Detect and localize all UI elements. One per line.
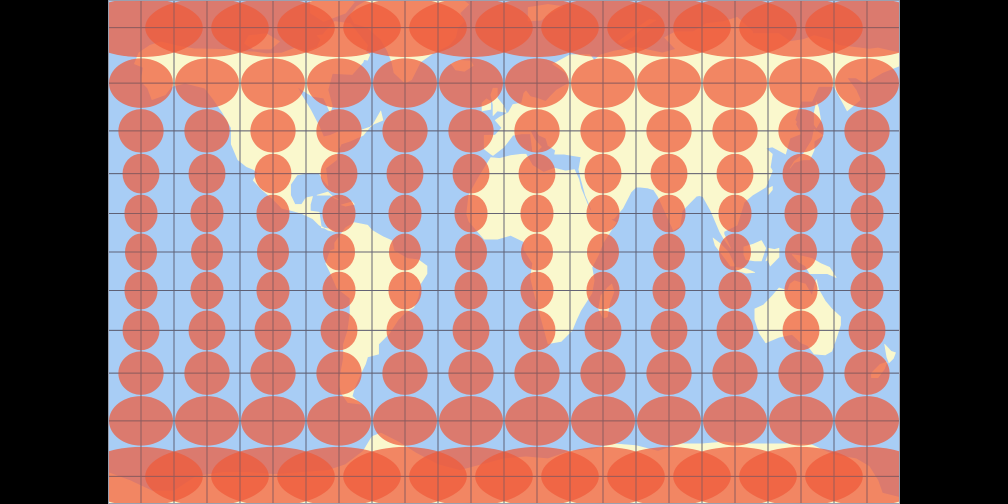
map-frame: [108, 0, 900, 504]
tissot-ellipse: [805, 446, 900, 504]
graticule-overlay: [108, 0, 900, 504]
letterbox-left: [0, 0, 108, 504]
letterbox-right: [900, 0, 1008, 504]
landmass-sulawesi: [765, 247, 780, 267]
tissot-ellipse: [805, 0, 900, 58]
landmass-nz-north: [884, 343, 896, 364]
map-projection-svg: [108, 0, 900, 504]
